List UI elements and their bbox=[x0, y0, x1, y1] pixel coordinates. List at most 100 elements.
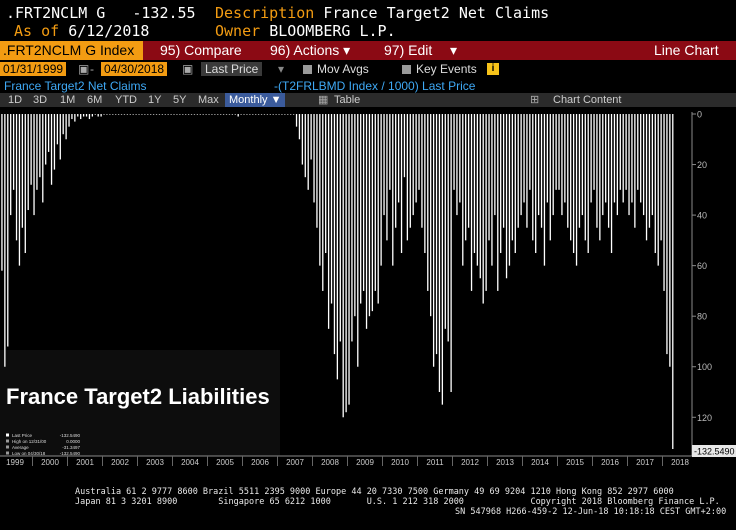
bar-2001-3 bbox=[74, 114, 76, 122]
series-left-label: France Target2 Net Claims bbox=[4, 79, 147, 93]
tab-6m[interactable]: 6M bbox=[87, 94, 103, 106]
legend-marker bbox=[6, 451, 9, 455]
bar-2013-10 bbox=[514, 114, 516, 254]
bar-2015-4 bbox=[567, 114, 569, 228]
bar-2005-12 bbox=[240, 114, 242, 115]
bar-2015-9 bbox=[581, 114, 584, 216]
bar-2015-1 bbox=[558, 114, 560, 190]
bar-2012-10 bbox=[479, 114, 481, 279]
bar-2007-3 bbox=[284, 114, 286, 115]
chart-content-icon[interactable]: ⊞ bbox=[530, 94, 540, 106]
bar-2005-5 bbox=[220, 114, 222, 115]
bar-2011-7 bbox=[435, 114, 438, 355]
key-events-checkbox[interactable] bbox=[402, 65, 411, 74]
bar-2001-2 bbox=[71, 114, 73, 120]
bar-2007-1 bbox=[278, 114, 280, 115]
bar-2005-10 bbox=[234, 114, 236, 115]
last-value-box bbox=[692, 445, 736, 457]
legend-value: 0.0000 bbox=[66, 439, 80, 444]
bar-1999-10 bbox=[24, 114, 26, 254]
tab-5y[interactable]: 5Y bbox=[173, 94, 187, 106]
mov-avgs-label: Mov Avgs bbox=[317, 62, 369, 76]
bar-2006-9 bbox=[266, 114, 269, 115]
tab-1d[interactable]: 1D bbox=[8, 94, 23, 106]
compare-button[interactable]: 95) Compare bbox=[160, 41, 242, 60]
bar-2009-1 bbox=[348, 114, 350, 405]
toolbar bbox=[0, 41, 736, 60]
bar-2004-3 bbox=[179, 114, 181, 115]
tab-3d[interactable]: 3D bbox=[33, 94, 48, 106]
bar-2016-6 bbox=[607, 114, 610, 228]
bar-2000-9 bbox=[56, 114, 59, 145]
bar-2000-3 bbox=[39, 114, 41, 178]
bar-2014-3 bbox=[529, 114, 531, 190]
info-icon[interactable]: i bbox=[487, 63, 499, 75]
view-label[interactable]: Line Chart bbox=[654, 42, 719, 58]
asof-value: 6/12/2018 bbox=[68, 22, 150, 40]
bar-2013-11 bbox=[517, 114, 519, 228]
bar-2011-9 bbox=[441, 114, 444, 405]
start-date-field[interactable]: 01/31/1999 bbox=[0, 62, 67, 76]
period-selector[interactable]: Monthly ▼ bbox=[225, 93, 286, 107]
series-right-label: -(T2FRLBMD Index / 1000) Last Price bbox=[274, 79, 476, 93]
bar-1999-3 bbox=[4, 114, 6, 367]
bar-2015-11 bbox=[587, 114, 589, 254]
bar-2014-6 bbox=[537, 114, 540, 216]
index-label-box[interactable] bbox=[0, 41, 143, 60]
bar-2016-4 bbox=[602, 114, 604, 216]
bar-2017-1 bbox=[628, 114, 630, 216]
index-label[interactable]: .FRT2NCLM G Index bbox=[3, 42, 135, 58]
bar-2014-12 bbox=[555, 114, 557, 190]
overlay-title: France Target2 Liabilities bbox=[6, 384, 270, 409]
edit-dropdown-icon[interactable]: ▾ bbox=[450, 42, 458, 58]
bar-2010-6 bbox=[397, 114, 400, 203]
bar-2002-3 bbox=[109, 114, 111, 115]
actions-button[interactable]: 96) Actions ▾ bbox=[270, 41, 350, 60]
end-date-field[interactable]: 04/30/2018 bbox=[101, 62, 168, 76]
bar-2005-4 bbox=[217, 114, 219, 115]
compare-number: 95) bbox=[160, 42, 181, 58]
bar-2005-2 bbox=[211, 114, 213, 115]
tab-max[interactable]: Max bbox=[198, 94, 219, 106]
bar-2003-3 bbox=[144, 114, 146, 115]
legend-marker bbox=[6, 439, 9, 443]
calendar-icon[interactable]: ▣ bbox=[182, 62, 194, 76]
bar-2002-7 bbox=[120, 114, 123, 115]
tab-1m[interactable]: 1M bbox=[60, 94, 76, 106]
table-icon[interactable]: ▦ bbox=[318, 94, 329, 106]
legend-marker bbox=[6, 433, 9, 437]
bar-2013-8 bbox=[508, 114, 511, 266]
bar-2002-4 bbox=[112, 114, 114, 115]
tab-table[interactable]: Table bbox=[334, 94, 361, 106]
bar-2001-7 bbox=[85, 114, 88, 117]
bar-2012-12 bbox=[485, 114, 487, 291]
chart-content-button[interactable]: Chart Content bbox=[553, 94, 622, 106]
last-value-label: -132.5490 bbox=[694, 447, 735, 457]
field-dropdown-icon[interactable]: ▾ bbox=[278, 62, 285, 76]
calendar-icon[interactable]: ▣ bbox=[78, 62, 90, 76]
bar-2000-12 bbox=[65, 114, 67, 140]
bar-2003-7 bbox=[155, 114, 158, 115]
tab-ytd[interactable]: YTD bbox=[115, 94, 137, 106]
x-tick-label: 2013 bbox=[496, 458, 514, 467]
period-dropdown-icon: ▼ bbox=[270, 94, 282, 106]
bar-2017-6 bbox=[642, 114, 645, 216]
bar-2012-2 bbox=[456, 114, 458, 216]
bar-2008-12 bbox=[345, 114, 347, 413]
bar-2003-8 bbox=[158, 114, 161, 115]
bar-2006-6 bbox=[257, 114, 260, 115]
legend-label: Average bbox=[12, 445, 29, 450]
tab-1y[interactable]: 1Y bbox=[148, 94, 162, 106]
bar-2008-1 bbox=[313, 114, 315, 203]
bar-2018-4 bbox=[672, 114, 674, 449]
bar-2006-5 bbox=[255, 114, 257, 115]
bar-2011-10 bbox=[444, 114, 446, 329]
field-selector[interactable]: Last Price bbox=[201, 62, 263, 76]
bar-2013-9 bbox=[511, 114, 514, 241]
footer-contacts: Australia 61 2 9777 8600 Brazil 5511 239… bbox=[75, 487, 674, 497]
bar-2014-2 bbox=[526, 114, 528, 228]
mov-avgs-checkbox[interactable] bbox=[303, 65, 312, 74]
y-tick-label: 120 bbox=[697, 413, 712, 423]
bar-2001-4 bbox=[77, 114, 79, 117]
edit-button[interactable]: 97) Edit bbox=[384, 41, 432, 60]
